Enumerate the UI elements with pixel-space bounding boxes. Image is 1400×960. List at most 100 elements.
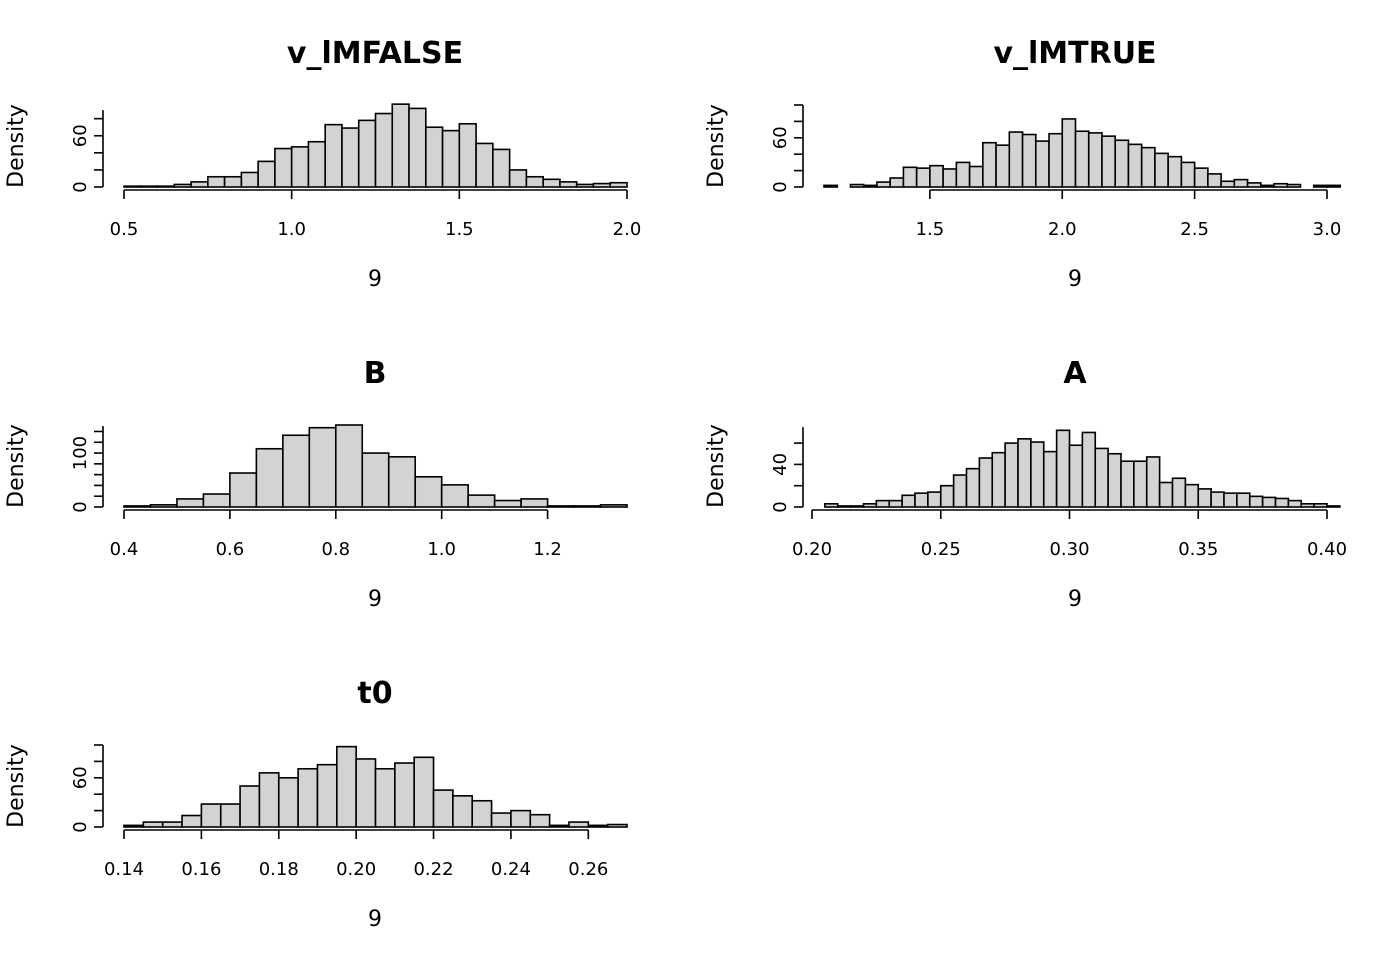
- histogram-bar: [441, 129, 461, 188]
- histogram-bar: [1114, 139, 1130, 188]
- histogram-bar: [982, 141, 997, 188]
- histogram-bar: [1101, 135, 1117, 188]
- histogram-bar: [1008, 131, 1024, 188]
- histogram-bar: [1120, 460, 1135, 508]
- x-axis-label: 9: [368, 587, 382, 612]
- histogram-bar: [257, 160, 276, 188]
- histogram-bar: [355, 758, 377, 828]
- y-tick-label: 0: [70, 821, 91, 832]
- x-tick-label: 0.16: [181, 859, 221, 880]
- x-tick-label: 1.0: [277, 219, 306, 240]
- x-tick-label: 0.4: [110, 539, 139, 560]
- histogram-bar: [1312, 184, 1328, 188]
- histogram-bar: [995, 144, 1011, 188]
- histogram-bar: [142, 821, 164, 828]
- y-axis-label: Density: [4, 104, 29, 188]
- histogram-bar: [387, 456, 417, 508]
- x-tick-label: 0.6: [216, 539, 245, 560]
- histogram-bar: [1300, 503, 1315, 508]
- histogram-bar: [1004, 442, 1019, 508]
- histogram-bar: [575, 183, 595, 188]
- histogram-bar: [374, 112, 394, 188]
- histogram-bar: [991, 451, 1006, 508]
- histogram-bar: [492, 148, 511, 188]
- histogram-bar: [1030, 441, 1045, 508]
- histogram-bar: [849, 505, 865, 508]
- histogram-bar: [1180, 161, 1196, 188]
- x-tick-label: 0.30: [1049, 539, 1089, 560]
- y-tick-label: 0: [770, 501, 791, 512]
- histogram-bar: [1210, 491, 1225, 508]
- histogram-bar: [1087, 132, 1103, 188]
- x-tick-label: 0.5: [110, 219, 139, 240]
- histogram-bar: [255, 447, 284, 508]
- x-tick-label: 2.0: [613, 219, 642, 240]
- panel-title: t0: [357, 676, 392, 711]
- y-tick-label: 60: [70, 124, 91, 147]
- histogram-bar: [173, 183, 192, 188]
- y-tick-label: 0: [70, 501, 91, 512]
- histogram-bar: [229, 472, 258, 508]
- x-tick-label: 0.25: [921, 539, 961, 560]
- histogram-bar: [190, 181, 209, 188]
- x-tick-label: 2.5: [1180, 219, 1209, 240]
- histogram-bar: [156, 185, 176, 188]
- histogram-bar: [1167, 155, 1183, 188]
- histogram-bar: [609, 181, 628, 188]
- histogram-bar: [592, 182, 612, 188]
- histogram-bar: [1107, 452, 1122, 508]
- x-tick-label: 0.20: [792, 539, 832, 560]
- histogram-bar: [901, 494, 916, 508]
- histogram-bar: [568, 821, 590, 828]
- histogram-bar: [123, 505, 152, 508]
- histogram-bar: [942, 168, 958, 188]
- histogram-bar: [1061, 118, 1077, 188]
- histogram-bar: [876, 181, 891, 188]
- histogram-bar: [1326, 505, 1341, 508]
- histogram-bar: [915, 167, 931, 188]
- x-tick-label: 1.5: [445, 219, 474, 240]
- histogram-bar: [1184, 483, 1200, 508]
- panel-title: B: [364, 356, 387, 391]
- histogram-bar: [548, 824, 570, 828]
- histogram-bar: [1274, 497, 1290, 508]
- histogram-bar: [408, 107, 427, 188]
- histogram-bar: [452, 795, 474, 828]
- histogram-bar: [374, 767, 396, 828]
- histogram-bar: [929, 164, 944, 188]
- histogram-bar: [978, 457, 994, 508]
- panel-b: B Density 9 0.4 0.6 0.8 1.0 1.2 0 100: [4, 356, 628, 612]
- histogram-bar: [432, 789, 454, 828]
- y-tick-label: 40: [770, 453, 791, 476]
- histogram-bar: [1326, 184, 1342, 188]
- x-tick-label: 0.26: [568, 859, 608, 880]
- histogram-bar: [458, 122, 477, 188]
- histogram-bar: [1127, 143, 1143, 188]
- histogram-bar: [862, 503, 878, 508]
- histogram-bar: [308, 426, 337, 508]
- x-tick-label: 1.5: [916, 219, 945, 240]
- histogram-bar: [587, 824, 609, 828]
- histogram-bar: [914, 492, 929, 508]
- histogram-bar: [1034, 140, 1050, 188]
- histogram-bar: [176, 498, 205, 508]
- x-axis-label: 9: [1068, 587, 1082, 612]
- histogram-bar: [1197, 488, 1212, 508]
- histogram-bar: [1193, 167, 1209, 188]
- histogram-bar: [282, 434, 311, 508]
- histogram-bar: [952, 474, 968, 508]
- panel-t0: t0 Density 9 0.14 0.16 0.18 0.20 0.22 0.24 0.2…: [4, 676, 628, 932]
- y-axis-label: Density: [704, 104, 729, 188]
- histogram-bar: [862, 184, 878, 188]
- histogram-bar: [1055, 429, 1071, 508]
- histogram-bar: [1248, 495, 1264, 508]
- histogram-bar: [239, 785, 261, 828]
- histogram-bar: [1207, 173, 1222, 188]
- histogram-bar: [965, 467, 981, 508]
- histogram-bar: [1068, 444, 1084, 508]
- histogram-bar: [606, 823, 628, 828]
- histogram-bar: [525, 175, 544, 188]
- panel-title: A: [1063, 356, 1087, 391]
- y-axis-label: Density: [4, 744, 29, 828]
- histogram-bar: [1171, 477, 1187, 508]
